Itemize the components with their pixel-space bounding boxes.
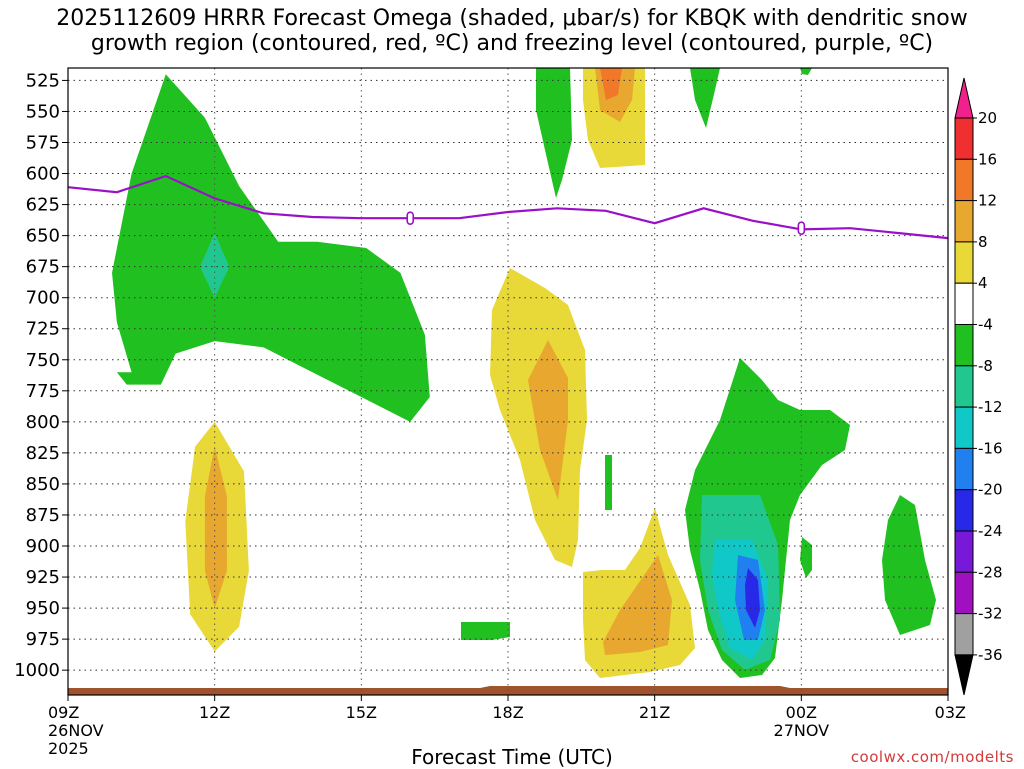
omega-shaded-regions (112, 74, 430, 652)
x-tick-label: 09Z (48, 703, 79, 722)
y-tick-label: 725 (26, 319, 60, 340)
y-tick-label: 850 (26, 474, 60, 495)
y-tick-label: 575 (26, 132, 60, 153)
y-tick-label: 625 (26, 195, 60, 216)
y-tick-label: 950 (26, 598, 60, 619)
y-tick-label: 825 (26, 443, 60, 464)
colorbar-label: -16 (978, 439, 1003, 457)
colorbar-label: -4 (978, 316, 993, 334)
colorbar-swatch (954, 530, 974, 573)
omega-region (200, 233, 230, 298)
plot-frame (67, 67, 949, 696)
colorbar-swatch (954, 158, 974, 202)
omega-region-green (882, 495, 936, 635)
omega-region-green (461, 622, 510, 640)
colorbar-label: -28 (978, 563, 1003, 581)
omega-region (204, 446, 227, 609)
x-tick-date: 27NOV (774, 721, 830, 740)
x-tick-label: 00Z (786, 703, 817, 722)
colorbar-swatch (954, 406, 974, 449)
chart-title-line2: growth region (contoured, red, ºC) and f… (90, 31, 934, 56)
chart-title: 2025112609 HRRR Forecast Omega (shaded, … (0, 6, 1024, 56)
colorbar-swatch (954, 241, 974, 284)
omega-region-deep-orange (600, 68, 622, 100)
y-tick-label: 700 (26, 288, 60, 309)
y-tick-label: 675 (26, 257, 60, 278)
y-tick-label: 925 (26, 567, 60, 588)
terrain-ground (480, 686, 790, 688)
freezing-level-marker (797, 221, 806, 235)
x-tick-year: 2025 (48, 739, 89, 758)
omega-region-green (605, 455, 612, 510)
colorbar-label: 4 (978, 274, 988, 292)
terrain-ground (68, 688, 948, 695)
y-tick-label: 525 (26, 70, 60, 91)
x-tick-label: 18Z (492, 703, 523, 722)
colorbar-swatch (954, 613, 974, 656)
colorbar: 20 16 12 8 4 -4 -8 -12 -16 -20 -24 -28 -32 -36 (954, 77, 1003, 696)
y-tick-label: 975 (26, 629, 60, 650)
x-tick-label: 21Z (639, 703, 670, 722)
colorbar-swatch (954, 489, 974, 532)
colorbar-cap-top (954, 77, 974, 119)
omega-region (112, 74, 430, 422)
colorbar-cap-bottom (954, 654, 974, 696)
grid-lines (68, 68, 948, 695)
x-tick-label: 12Z (199, 703, 230, 722)
freezing-level-marker (406, 211, 415, 226)
y-axis-ticks: 525 550 575 600 625 650 675 700 725 750 775 800 825 8… (14, 70, 68, 681)
y-tick-label: 650 (26, 226, 60, 247)
omega-region-orange (528, 340, 568, 500)
y-tick-label: 800 (26, 412, 60, 433)
x-tick-label: 03Z (935, 703, 966, 722)
x-axis-label: Forecast Time (UTC) (411, 745, 613, 769)
y-tick-label: 775 (26, 381, 60, 402)
colorbar-swatch (954, 365, 974, 408)
colorbar-swatch (954, 200, 974, 243)
omega-region-green (690, 68, 720, 128)
y-tick-label: 900 (26, 536, 60, 557)
colorbar-label: 16 (978, 150, 997, 168)
y-tick-label: 875 (26, 505, 60, 526)
colorbar-swatch (954, 117, 974, 160)
omega-region-green (800, 537, 812, 578)
colorbar-label: 12 (978, 192, 997, 210)
colorbar-label: 20 (978, 109, 997, 127)
colorbar-label: -24 (978, 522, 1003, 540)
colorbar-label: 8 (978, 233, 988, 251)
colorbar-label: -8 (978, 357, 993, 375)
colorbar-swatch (954, 282, 974, 326)
y-tick-label: 1000 (14, 660, 60, 681)
colorbar-swatch (954, 324, 974, 367)
y-tick-label: 600 (26, 164, 60, 185)
colorbar-label: -20 (978, 481, 1003, 499)
colorbar-label: -12 (978, 398, 1003, 416)
x-tick-label: 15Z (346, 703, 377, 722)
freezing-level-line (67, 174, 949, 240)
omega-region-dark-blue (745, 568, 760, 628)
y-tick-label: 750 (26, 350, 60, 371)
omega-region-green (536, 68, 572, 198)
omega-region-green (800, 68, 812, 75)
x-tick-date: 26NOV (48, 721, 104, 740)
colorbar-label: -32 (978, 605, 1003, 623)
chart-title-line1: 2025112609 HRRR Forecast Omega (shaded, … (56, 6, 968, 31)
colorbar-label: -36 (978, 646, 1003, 664)
colorbar-swatch (954, 571, 974, 615)
colorbar-swatch (954, 447, 974, 491)
y-tick-label: 550 (26, 101, 60, 122)
credit-link[interactable]: coolwx.com/modelts (850, 748, 1014, 766)
